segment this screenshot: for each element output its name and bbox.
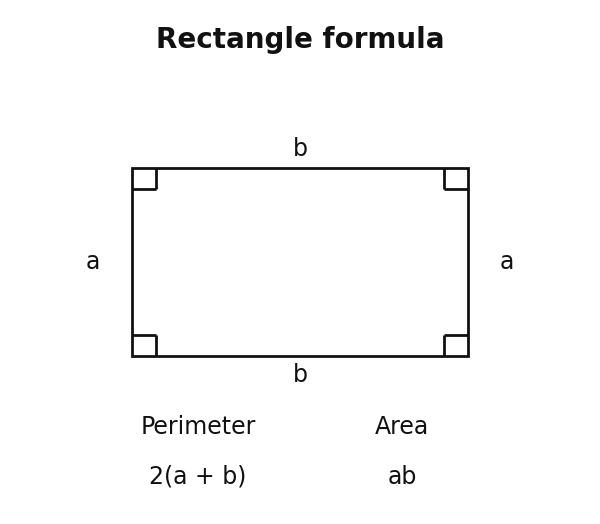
Text: b: b (293, 137, 308, 161)
Text: 2(a + b): 2(a + b) (149, 465, 247, 489)
Text: ab: ab (388, 465, 416, 489)
Text: Area: Area (375, 415, 429, 439)
Bar (132, 168, 468, 356)
Text: a: a (86, 250, 100, 274)
Text: b: b (293, 363, 308, 387)
Text: Perimeter: Perimeter (140, 415, 256, 439)
Text: a: a (500, 250, 514, 274)
Text: Rectangle formula: Rectangle formula (156, 26, 444, 54)
